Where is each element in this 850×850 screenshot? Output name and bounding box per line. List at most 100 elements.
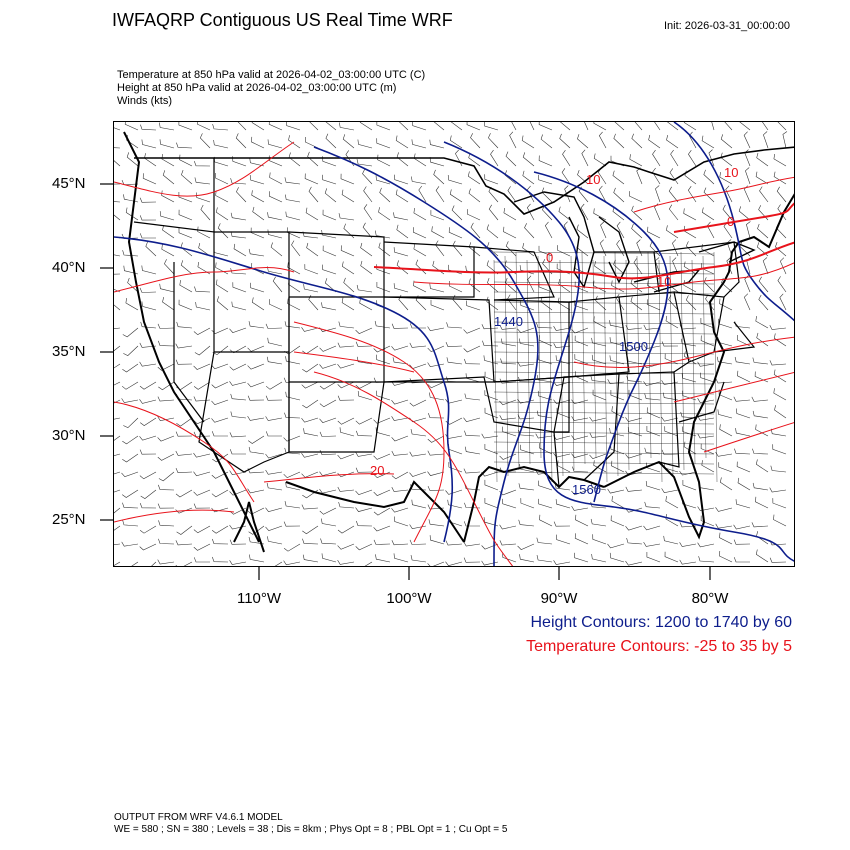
wind-barb xyxy=(114,254,121,257)
wind-barb xyxy=(430,210,445,221)
wind-barb xyxy=(429,283,445,293)
wind-barb xyxy=(252,206,265,221)
wind-barb xyxy=(733,396,751,402)
wind-barb xyxy=(391,471,409,480)
wind-barb xyxy=(355,341,373,347)
county-line xyxy=(504,255,509,477)
wind-barb xyxy=(544,221,553,239)
wind-barb xyxy=(468,152,481,167)
lat-label-30n: 30°N xyxy=(52,427,86,444)
wind-barb xyxy=(526,203,535,221)
wind-barb xyxy=(151,561,157,566)
wind-barb xyxy=(447,499,463,509)
wind-barb xyxy=(463,521,480,527)
county-line xyxy=(493,421,715,425)
wind-barb xyxy=(140,417,157,426)
wind-barb xyxy=(212,124,229,131)
wind-barb xyxy=(685,241,697,257)
wind-barb xyxy=(735,499,751,509)
wind-barb xyxy=(626,538,643,545)
wind-barb xyxy=(720,134,733,149)
wind-barb xyxy=(445,489,463,495)
wind-barb xyxy=(681,373,697,383)
wind-barb xyxy=(236,187,247,203)
wind-barb xyxy=(445,561,463,566)
footer-config: WE = 580 ; SN = 380 ; Levels = 38 ; Dis … xyxy=(114,824,508,835)
wind-barb xyxy=(736,461,751,473)
wind-barb xyxy=(735,428,751,437)
wind-barb xyxy=(393,553,409,563)
wind-barb xyxy=(736,408,751,419)
wind-barb xyxy=(211,507,229,513)
lat-label-40n: 40°N xyxy=(52,259,86,276)
wind-barb xyxy=(427,381,445,389)
wind-barb xyxy=(725,185,733,203)
wind-barb xyxy=(700,443,715,455)
wind-barb xyxy=(179,280,193,293)
wind-barb xyxy=(249,554,265,563)
wind-barb xyxy=(502,426,517,437)
wind-barb xyxy=(285,211,301,221)
wind-barb xyxy=(229,560,247,565)
wind-barb xyxy=(158,340,175,347)
wind-barb xyxy=(114,489,121,493)
wind-barb xyxy=(679,559,697,565)
wind-barb xyxy=(409,539,427,545)
wind-barb xyxy=(488,204,499,221)
wind-barb xyxy=(499,540,517,546)
wind-barb xyxy=(114,417,121,420)
wind-barb xyxy=(139,233,156,239)
wind-barb xyxy=(535,433,553,439)
wind-barb xyxy=(319,381,337,390)
wind-barb xyxy=(666,225,679,239)
wind-barb xyxy=(212,556,229,563)
wind-barb xyxy=(319,399,337,408)
wind-barb xyxy=(449,135,463,149)
wind-barb xyxy=(230,231,247,239)
wind-barb xyxy=(337,525,355,534)
wind-barb xyxy=(176,525,193,535)
wind-barb xyxy=(337,559,355,565)
wind-barb xyxy=(114,561,121,566)
wind-barb xyxy=(411,139,427,149)
wind-barb xyxy=(412,227,427,239)
wind-barb xyxy=(664,426,679,437)
wind-barb xyxy=(337,363,355,369)
wind-barb xyxy=(538,498,553,509)
wind-barb xyxy=(775,241,787,257)
wind-barb xyxy=(175,561,193,566)
wind-barb xyxy=(509,131,517,149)
wind-barb xyxy=(213,139,229,149)
wind-barb xyxy=(559,133,571,149)
wind-barb xyxy=(751,396,769,402)
wind-barb xyxy=(703,187,715,203)
wind-barb xyxy=(664,353,679,365)
wind-barb xyxy=(446,357,463,365)
wind-barb xyxy=(337,543,355,550)
wind-barb xyxy=(399,122,409,131)
wind-barb xyxy=(181,169,193,185)
wind-barb xyxy=(266,356,283,365)
wind-barb xyxy=(631,205,643,221)
wind-barb xyxy=(580,203,589,221)
wind-barb xyxy=(715,507,733,512)
wind-barb xyxy=(463,541,481,547)
wind-barb xyxy=(665,514,679,527)
wind-barb xyxy=(339,427,355,437)
wind-barb xyxy=(715,523,733,529)
wind-barb xyxy=(571,489,589,496)
wind-barb xyxy=(248,435,265,444)
wind-barb xyxy=(114,345,121,352)
wind-barb xyxy=(216,296,229,311)
county-line xyxy=(493,401,715,405)
wind-barb xyxy=(646,552,661,563)
wind-barb xyxy=(661,416,679,422)
wind-barb xyxy=(769,487,787,493)
wind-barb xyxy=(180,260,193,275)
wind-barb xyxy=(757,223,769,239)
county-line xyxy=(493,259,498,483)
wind-barb xyxy=(428,412,445,419)
wind-barb xyxy=(743,185,751,203)
county-line xyxy=(537,255,542,459)
wind-barb xyxy=(643,541,661,547)
